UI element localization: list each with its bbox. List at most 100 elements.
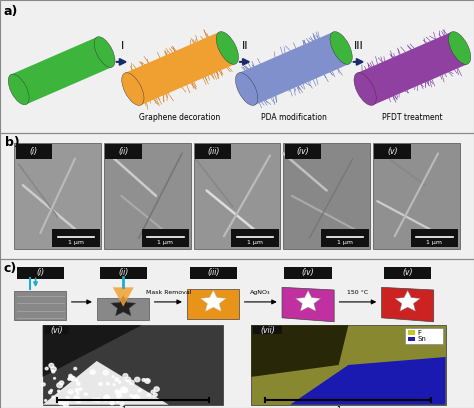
Circle shape	[130, 395, 132, 397]
Text: II: II	[242, 41, 248, 51]
Polygon shape	[43, 325, 142, 377]
Circle shape	[145, 379, 150, 383]
Circle shape	[49, 364, 54, 368]
Circle shape	[127, 380, 129, 382]
Bar	[187, 289, 239, 319]
Text: 1 μm: 1 μm	[427, 240, 442, 245]
Ellipse shape	[94, 37, 115, 67]
Polygon shape	[357, 32, 468, 105]
Text: (iv): (iv)	[302, 268, 314, 277]
Bar	[251, 325, 446, 405]
Polygon shape	[282, 287, 334, 322]
Polygon shape	[201, 290, 226, 311]
Circle shape	[92, 398, 96, 401]
Bar	[253, 326, 282, 334]
Bar	[374, 144, 411, 159]
Text: (i): (i)	[30, 147, 38, 156]
Text: III: III	[354, 41, 364, 51]
Circle shape	[63, 401, 66, 405]
Bar	[283, 143, 370, 249]
Circle shape	[76, 399, 81, 403]
Bar	[105, 144, 142, 159]
Circle shape	[123, 374, 128, 378]
Text: PDA modification: PDA modification	[261, 113, 327, 122]
Ellipse shape	[8, 74, 29, 105]
Text: AgNO₃: AgNO₃	[250, 290, 271, 295]
Circle shape	[134, 395, 139, 399]
Polygon shape	[382, 287, 434, 322]
Circle shape	[50, 390, 53, 392]
Circle shape	[48, 391, 52, 394]
Text: c): c)	[4, 262, 17, 275]
Bar	[100, 267, 147, 279]
Ellipse shape	[448, 31, 471, 64]
Text: (i): (i)	[36, 268, 45, 277]
Circle shape	[147, 393, 151, 396]
Bar	[408, 330, 415, 335]
Circle shape	[112, 376, 114, 377]
Circle shape	[75, 379, 78, 381]
Text: (vii): (vii)	[260, 326, 275, 335]
Bar	[17, 267, 64, 279]
Circle shape	[52, 370, 55, 373]
Text: 1 mm: 1 mm	[122, 406, 144, 408]
Circle shape	[154, 393, 157, 396]
Bar	[231, 229, 279, 247]
Circle shape	[118, 381, 121, 383]
Circle shape	[99, 382, 102, 386]
Text: Graphene decoration: Graphene decoration	[139, 113, 221, 122]
Text: 1 μm: 1 μm	[247, 240, 263, 245]
Text: Mask Removal: Mask Removal	[146, 290, 191, 295]
Circle shape	[135, 377, 140, 382]
Bar	[384, 267, 431, 279]
Circle shape	[117, 400, 119, 402]
Circle shape	[69, 375, 72, 377]
Circle shape	[115, 390, 118, 392]
Text: 1 μm: 1 μm	[337, 240, 353, 245]
Text: 1 mm: 1 mm	[337, 406, 359, 408]
Circle shape	[147, 380, 149, 381]
Text: F: F	[417, 330, 421, 335]
Polygon shape	[113, 287, 134, 307]
Text: (v): (v)	[387, 147, 398, 156]
Circle shape	[75, 388, 79, 392]
Ellipse shape	[122, 73, 144, 105]
Bar	[43, 325, 223, 405]
Text: Sn: Sn	[417, 336, 426, 342]
Bar	[14, 143, 101, 249]
Bar	[14, 291, 66, 321]
Polygon shape	[290, 357, 446, 405]
Circle shape	[142, 379, 146, 381]
Bar	[0, 259, 474, 408]
Circle shape	[120, 402, 124, 406]
Circle shape	[79, 388, 82, 390]
Ellipse shape	[330, 31, 352, 64]
Circle shape	[79, 399, 81, 401]
Bar	[45, 326, 69, 334]
Bar	[405, 328, 443, 344]
Circle shape	[104, 397, 109, 401]
Circle shape	[60, 400, 65, 404]
Polygon shape	[43, 361, 169, 405]
Text: (iii): (iii)	[207, 268, 219, 277]
Text: 150 °C: 150 °C	[347, 290, 368, 295]
Polygon shape	[110, 295, 136, 316]
Bar	[142, 229, 189, 247]
Circle shape	[126, 377, 131, 381]
Ellipse shape	[216, 31, 238, 64]
Text: (vi): (vi)	[51, 326, 63, 335]
Bar	[190, 267, 237, 279]
Bar	[104, 143, 191, 249]
Polygon shape	[125, 32, 236, 105]
Ellipse shape	[236, 73, 258, 105]
Bar	[193, 143, 281, 249]
Circle shape	[138, 389, 141, 392]
Text: a): a)	[4, 5, 18, 18]
Circle shape	[68, 390, 73, 394]
Circle shape	[115, 378, 118, 381]
Circle shape	[110, 401, 114, 405]
Circle shape	[117, 394, 121, 398]
Circle shape	[57, 383, 63, 388]
Circle shape	[154, 387, 159, 391]
Bar	[410, 229, 458, 247]
